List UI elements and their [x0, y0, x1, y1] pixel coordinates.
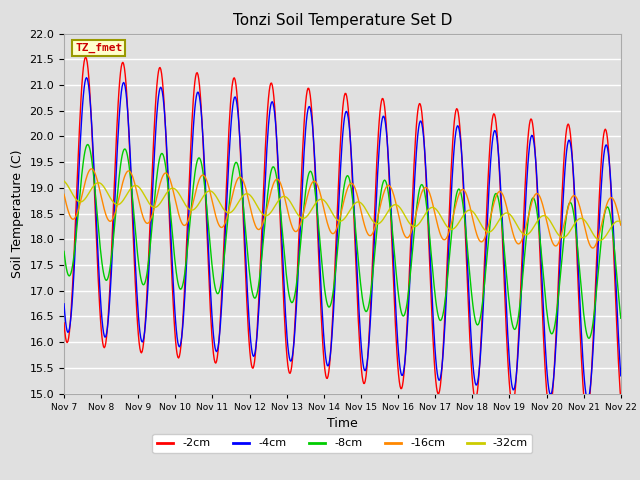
-8cm	[60, 249, 68, 254]
-32cm	[60, 178, 68, 184]
-2cm	[214, 348, 222, 353]
X-axis label: Time: Time	[327, 417, 358, 430]
-16cm	[87, 166, 95, 172]
-4cm	[214, 344, 222, 350]
-8cm	[70, 252, 78, 258]
Line: -8cm: -8cm	[64, 144, 621, 338]
Title: Tonzi Soil Temperature Set D: Tonzi Soil Temperature Set D	[233, 13, 452, 28]
Legend: -2cm, -4cm, -8cm, -16cm, -32cm: -2cm, -4cm, -8cm, -16cm, -32cm	[152, 434, 532, 453]
Line: -4cm: -4cm	[64, 78, 621, 399]
-8cm	[128, 192, 136, 198]
-4cm	[584, 396, 591, 402]
-32cm	[410, 224, 418, 229]
-2cm	[583, 412, 591, 418]
-4cm	[60, 301, 68, 307]
-16cm	[128, 172, 136, 178]
-16cm	[60, 192, 68, 197]
-4cm	[617, 373, 625, 379]
-8cm	[185, 233, 193, 239]
-2cm	[70, 252, 78, 257]
-32cm	[127, 185, 135, 191]
-16cm	[214, 220, 222, 226]
-16cm	[411, 216, 419, 222]
Y-axis label: Soil Temperature (C): Soil Temperature (C)	[11, 149, 24, 278]
-32cm	[617, 219, 625, 225]
-32cm	[184, 205, 192, 211]
-2cm	[82, 54, 90, 60]
-2cm	[428, 295, 435, 301]
-2cm	[411, 147, 419, 153]
-2cm	[128, 207, 136, 213]
Text: TZ_fmet: TZ_fmet	[75, 43, 122, 53]
-16cm	[70, 216, 78, 222]
-8cm	[84, 142, 92, 147]
-32cm	[70, 194, 78, 200]
-8cm	[428, 250, 435, 255]
-4cm	[83, 75, 90, 81]
Line: -2cm: -2cm	[64, 57, 621, 415]
-4cm	[128, 192, 136, 198]
-32cm	[596, 238, 604, 243]
-8cm	[411, 222, 419, 228]
-32cm	[214, 195, 221, 201]
-8cm	[585, 336, 593, 341]
-4cm	[428, 273, 435, 279]
-2cm	[185, 190, 193, 195]
-8cm	[214, 291, 222, 297]
-16cm	[428, 195, 435, 201]
-16cm	[185, 216, 193, 222]
Line: -32cm: -32cm	[64, 181, 621, 240]
-16cm	[617, 222, 625, 228]
-4cm	[411, 175, 419, 180]
-2cm	[60, 320, 68, 326]
-2cm	[617, 397, 625, 403]
-16cm	[589, 245, 596, 251]
-4cm	[70, 268, 78, 274]
-32cm	[426, 205, 434, 211]
Line: -16cm: -16cm	[64, 169, 621, 248]
-8cm	[617, 315, 625, 321]
-4cm	[185, 215, 193, 221]
